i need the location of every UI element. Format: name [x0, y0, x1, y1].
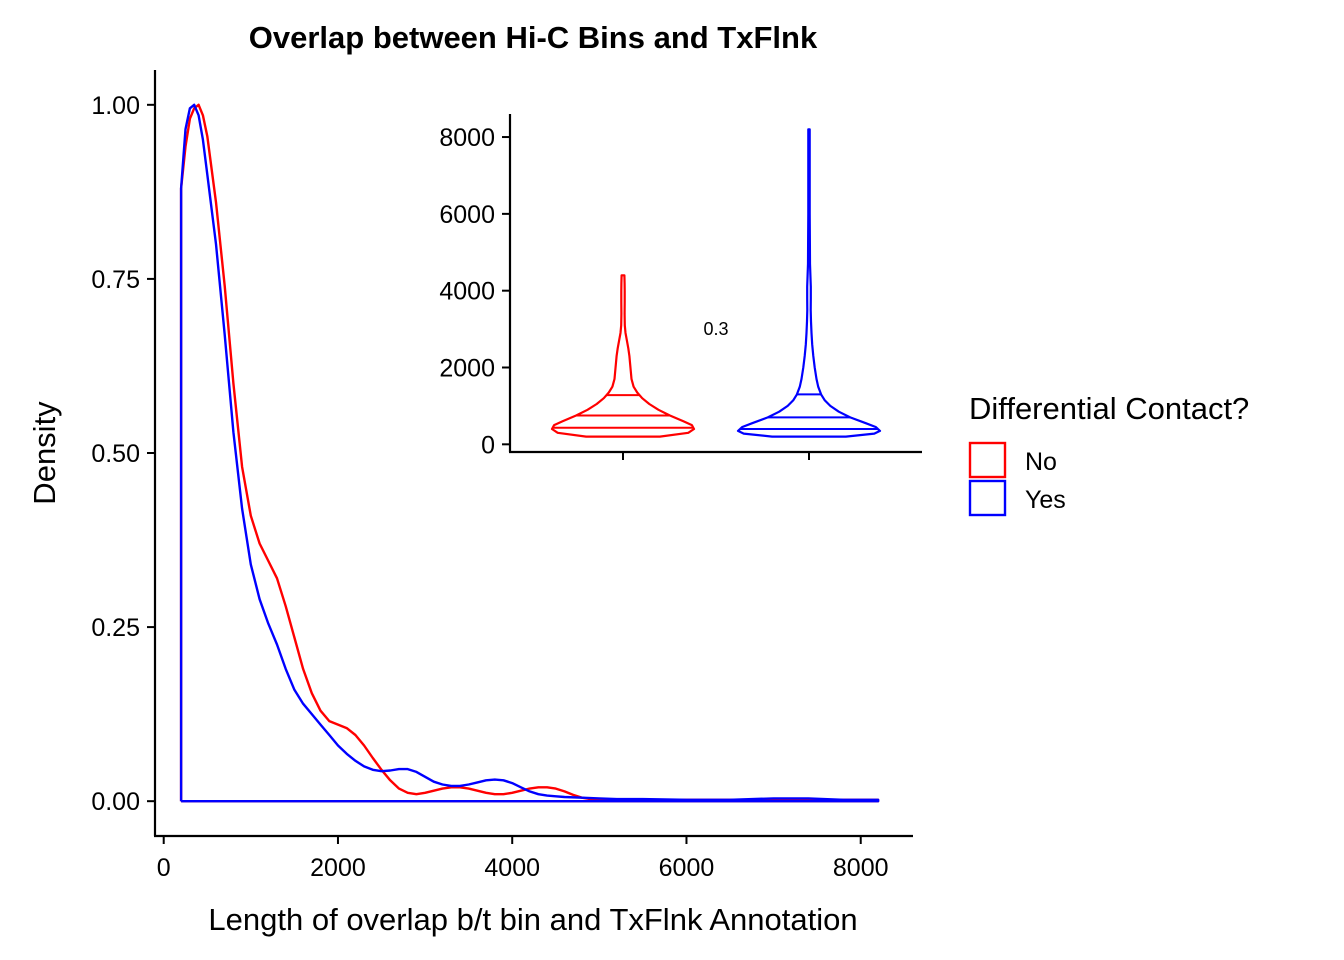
y-axis-ticks: 0.00 0.25 0.50 0.75 1.00 — [91, 92, 155, 816]
x-tick-label: 6000 — [659, 854, 715, 882]
inset-y-axis-ticks: 0 2000 4000 6000 8000 — [439, 124, 510, 459]
x-tick-label: 0 — [157, 854, 171, 882]
x-axis-ticks: 0 2000 4000 6000 8000 — [157, 836, 889, 882]
legend-key-no — [968, 441, 1007, 479]
inset-y-tick-label: 6000 — [439, 201, 495, 229]
significance-annotation: 0.3 — [703, 319, 728, 339]
inset-y-tick-label: 2000 — [439, 355, 495, 383]
y-tick-label: 0.00 — [91, 788, 140, 816]
y-axis-title: Density — [27, 401, 62, 505]
legend-title: Differential Contact? — [969, 391, 1249, 426]
violin-outline — [550, 274, 696, 438]
x-tick-label: 4000 — [484, 854, 540, 882]
y-tick-label: 1.00 — [91, 92, 140, 120]
y-tick-label: 0.75 — [91, 266, 140, 294]
inset-violins — [550, 128, 882, 438]
x-tick-label: 8000 — [833, 854, 889, 882]
inset-x-axis-ticks — [622, 452, 810, 460]
x-tick-label: 2000 — [310, 854, 366, 882]
legend-label: No — [1025, 448, 1057, 476]
inset-y-tick-label: 8000 — [439, 124, 495, 152]
density-line-yes — [179, 103, 880, 803]
inset-y-tick-label: 0 — [481, 431, 495, 459]
x-axis-title: Length of overlap b/t bin and TxFlnk Ann… — [208, 902, 857, 937]
y-tick-label: 0.50 — [91, 440, 140, 468]
violin-outline — [736, 128, 882, 438]
chart-title: Overlap between Hi-C Bins and TxFlnk — [249, 20, 818, 55]
violin-no — [550, 274, 696, 438]
inset-y-tick-label: 4000 — [439, 278, 495, 306]
main-plot-panel: 0 2000 4000 6000 8000 0.00 0.25 0.50 0.75 1.00 — [91, 70, 913, 882]
y-tick-label: 0.25 — [91, 614, 140, 642]
legend-items: No Yes — [968, 441, 1066, 517]
legend-label: Yes — [1025, 486, 1066, 514]
legend-key-yes — [968, 479, 1007, 517]
density-series — [179, 103, 880, 803]
violin-yes — [736, 128, 882, 438]
inset-violin-panel: 0 2000 4000 6000 8000 0.3 — [439, 114, 922, 460]
legend: Differential Contact? No Yes — [968, 391, 1249, 517]
